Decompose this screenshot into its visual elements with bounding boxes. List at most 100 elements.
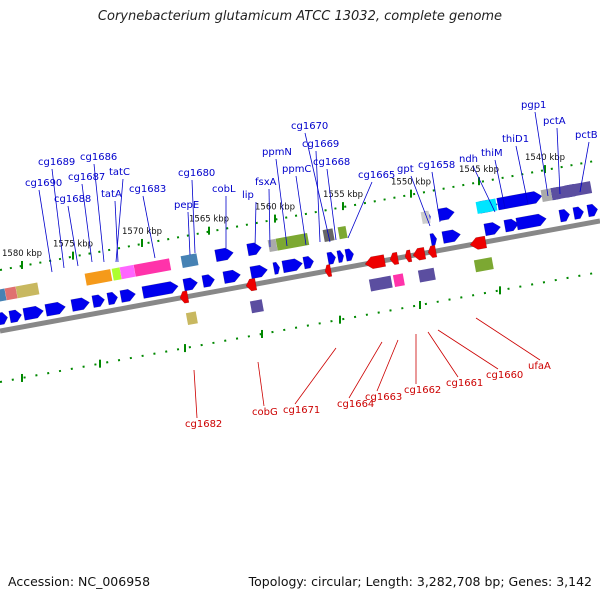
reverse-gene-arrow bbox=[245, 277, 258, 292]
forward-gene-arrow bbox=[344, 248, 354, 262]
forward-gene-arrow bbox=[437, 207, 455, 222]
forward-gene-label: cg1683 bbox=[129, 184, 166, 195]
forward-gene-label: thiD1 bbox=[502, 134, 529, 145]
reverse-gene-label: cg1661 bbox=[446, 378, 483, 389]
forward-gene-label: pctB bbox=[575, 130, 598, 141]
cog-color-box bbox=[111, 267, 122, 281]
forward-gene-label: cg1680 bbox=[178, 168, 215, 179]
forward-gene-arrow bbox=[302, 255, 314, 270]
cog-color-box bbox=[275, 233, 310, 251]
forward-gene-label: cg1687 bbox=[68, 172, 105, 183]
cog-color-box bbox=[180, 253, 199, 269]
forward-gene-arrow bbox=[503, 218, 519, 233]
forward-gene-arrow bbox=[141, 281, 179, 299]
cog-color-box bbox=[185, 311, 198, 325]
genome-summary-text: Topology: circular; Length: 3,282,708 bp… bbox=[248, 574, 592, 589]
cog-color-box bbox=[392, 273, 405, 288]
reverse-gene-arrow bbox=[364, 254, 387, 269]
forward-gene-label: ppmC bbox=[282, 164, 311, 175]
forward-label-leader bbox=[534, 111, 549, 197]
tick-label: 1550 kbp bbox=[391, 178, 431, 188]
cog-color-box bbox=[420, 210, 431, 225]
forward-gene-arrow bbox=[222, 269, 241, 284]
reverse-label-leader bbox=[437, 329, 499, 370]
forward-gene-label: cg1670 bbox=[291, 121, 328, 132]
reverse-gene-arrow bbox=[412, 246, 427, 261]
forward-label-leader bbox=[295, 175, 307, 246]
cog-color-box bbox=[133, 258, 172, 277]
tick-label: 1580 kbp bbox=[2, 249, 42, 259]
reverse-label-leader bbox=[348, 341, 383, 399]
forward-gene-arrow bbox=[496, 191, 543, 211]
forward-gene-arrow bbox=[246, 242, 262, 257]
reverse-gene-arrow bbox=[469, 235, 488, 250]
forward-label-leader bbox=[515, 145, 529, 205]
forward-gene-arrow bbox=[70, 297, 90, 312]
forward-gene-arrow bbox=[44, 301, 66, 317]
tick-label: 1560 kbp bbox=[255, 203, 295, 213]
forward-label-leader bbox=[494, 159, 506, 209]
reverse-label-leader bbox=[427, 331, 459, 378]
forward-label-leader bbox=[431, 171, 441, 223]
backbone-strand bbox=[0, 218, 600, 334]
forward-gene-label: lip bbox=[242, 190, 254, 201]
forward-label-leader bbox=[93, 163, 105, 263]
forward-gene-label: cg1668 bbox=[313, 157, 350, 168]
reverse-gene-label: cg1663 bbox=[365, 392, 402, 403]
forward-gene-arrow bbox=[281, 258, 303, 274]
reverse-label-leader bbox=[475, 317, 541, 361]
forward-gene-arrow bbox=[429, 233, 438, 247]
forward-gene-arrow bbox=[22, 305, 44, 321]
forward-label-leader bbox=[275, 158, 288, 247]
cog-color-box bbox=[249, 299, 264, 314]
forward-gene-arrow bbox=[272, 261, 281, 275]
forward-label-leader bbox=[268, 188, 271, 248]
cog-color-box bbox=[368, 275, 393, 292]
forward-label-leader bbox=[114, 200, 119, 263]
reverse-gene-label: cg1664 bbox=[337, 399, 374, 410]
reverse-gene-label: cg1671 bbox=[283, 405, 320, 416]
cog-color-box bbox=[84, 269, 113, 286]
reverse-gene-label: cg1662 bbox=[404, 385, 441, 396]
reverse-label-leader bbox=[257, 361, 265, 407]
cog-color-box bbox=[540, 188, 553, 203]
forward-label-leader bbox=[67, 205, 79, 267]
forward-label-leader bbox=[315, 150, 321, 243]
forward-label-leader bbox=[142, 195, 156, 259]
reverse-label-leader bbox=[294, 347, 337, 405]
cog-color-box bbox=[15, 282, 40, 299]
reverse-gene-arrow bbox=[404, 249, 413, 263]
forward-gene-arrow bbox=[336, 250, 345, 264]
forward-gene-label: cg1689 bbox=[38, 157, 75, 168]
forward-gene-arrow bbox=[515, 213, 547, 231]
cog-color-box bbox=[4, 286, 18, 301]
forward-gene-arrow bbox=[326, 251, 336, 265]
forward-gene-arrow bbox=[558, 209, 570, 223]
forward-label-leader bbox=[472, 165, 496, 213]
reverse-gene-label: cg1682 bbox=[185, 419, 222, 430]
forward-gene-label: fsxA bbox=[255, 177, 277, 188]
map-title: Corynebacterium glutamicum ATCC 13032, c… bbox=[97, 9, 503, 24]
forward-gene-label: pctA bbox=[543, 116, 566, 127]
forward-gene-label: pepE bbox=[174, 200, 199, 211]
accession-text: Accession: NC_006958 bbox=[8, 574, 151, 589]
forward-gene-label: ndh bbox=[459, 154, 478, 165]
forward-gene-arrow bbox=[106, 291, 118, 306]
cog-color-box bbox=[119, 264, 136, 280]
forward-gene-label: cg1669 bbox=[302, 139, 339, 150]
forward-gene-label: tatC bbox=[109, 167, 130, 178]
forward-label-leader bbox=[38, 189, 53, 273]
cog-color-box bbox=[475, 198, 498, 214]
forward-gene-arrow bbox=[119, 288, 136, 303]
forward-gene-label: cg1658 bbox=[418, 160, 455, 171]
forward-gene-label: pgp1 bbox=[521, 100, 546, 111]
forward-label-leader bbox=[254, 201, 257, 249]
lower-tick-track bbox=[0, 271, 600, 383]
forward-gene-arrow bbox=[91, 294, 105, 308]
tick-label: 1570 kbp bbox=[122, 227, 162, 237]
forward-label-leader bbox=[191, 179, 196, 254]
reverse-gene-arrow bbox=[389, 251, 400, 266]
forward-label-leader bbox=[326, 168, 337, 241]
reverse-gene-arrow bbox=[324, 264, 333, 278]
